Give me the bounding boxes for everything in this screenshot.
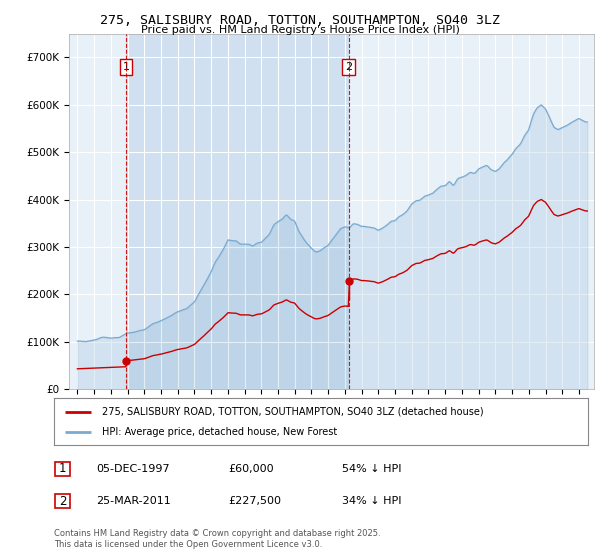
Text: 275, SALISBURY ROAD, TOTTON, SOUTHAMPTON, SO40 3LZ (detached house): 275, SALISBURY ROAD, TOTTON, SOUTHAMPTON… xyxy=(102,407,484,417)
Text: 275, SALISBURY ROAD, TOTTON, SOUTHAMPTON, SO40 3LZ: 275, SALISBURY ROAD, TOTTON, SOUTHAMPTON… xyxy=(100,14,500,27)
FancyBboxPatch shape xyxy=(55,494,70,508)
Text: 34% ↓ HPI: 34% ↓ HPI xyxy=(342,496,401,506)
Text: 1: 1 xyxy=(122,62,130,72)
FancyBboxPatch shape xyxy=(55,461,70,476)
Text: Contains HM Land Registry data © Crown copyright and database right 2025.: Contains HM Land Registry data © Crown c… xyxy=(54,529,380,538)
Text: 1: 1 xyxy=(59,462,66,475)
Text: £227,500: £227,500 xyxy=(228,496,281,506)
Text: 54% ↓ HPI: 54% ↓ HPI xyxy=(342,464,401,474)
Text: 05-DEC-1997: 05-DEC-1997 xyxy=(96,464,170,474)
Text: 2: 2 xyxy=(345,62,352,72)
Text: 2: 2 xyxy=(59,494,66,508)
Bar xyxy=(126,34,349,389)
Text: 25-MAR-2011: 25-MAR-2011 xyxy=(96,496,171,506)
Text: HPI: Average price, detached house, New Forest: HPI: Average price, detached house, New … xyxy=(102,427,337,437)
Text: £60,000: £60,000 xyxy=(228,464,274,474)
Text: Price paid vs. HM Land Registry's House Price Index (HPI): Price paid vs. HM Land Registry's House … xyxy=(140,25,460,35)
Text: This data is licensed under the Open Government Licence v3.0.: This data is licensed under the Open Gov… xyxy=(54,540,322,549)
